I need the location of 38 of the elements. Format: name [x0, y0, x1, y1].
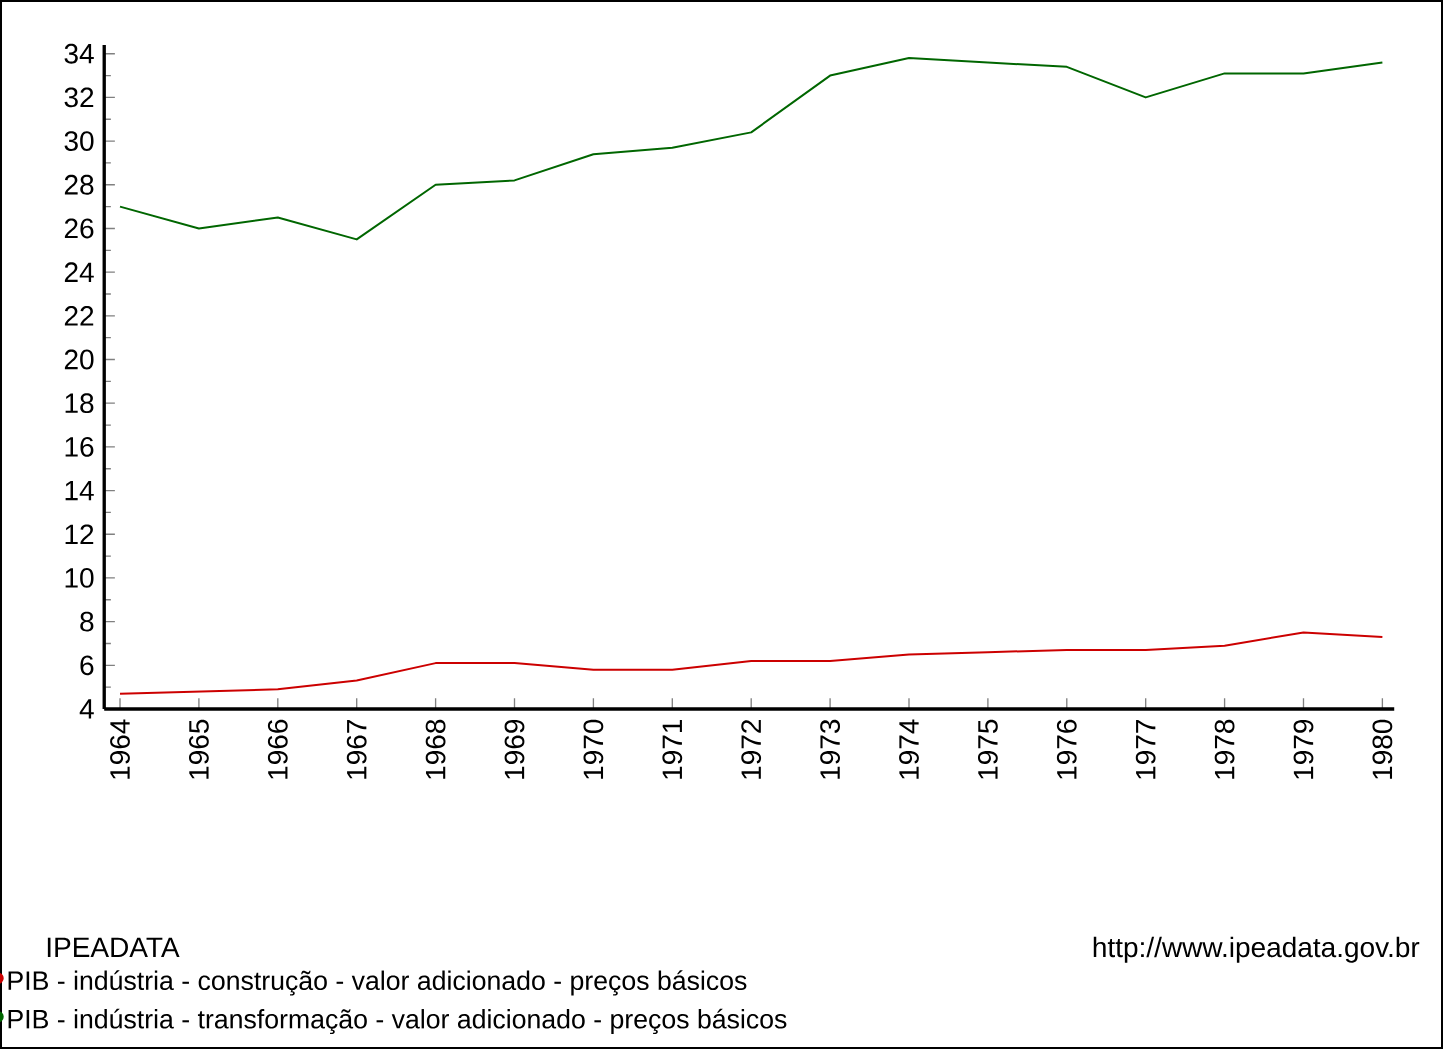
- x-tick-label: 1978: [1214, 719, 1235, 779]
- x-tick-label: 1966: [267, 719, 288, 779]
- y-tick-label: 6: [80, 655, 94, 676]
- y-tick-label: 16: [65, 436, 94, 457]
- y-tick-label: 8: [80, 611, 94, 632]
- x-tick-label: 1971: [662, 719, 683, 779]
- legend-label: PIB - indústria - transformação - valor adicionado - preços básicos: [8, 1008, 787, 1035]
- x-tick-label: 1979: [1293, 719, 1314, 779]
- y-tick-label: 12: [65, 524, 94, 545]
- text: http://www.ipeadata.gov.br: [1093, 936, 1420, 963]
- y-tick-label: 22: [64, 306, 94, 326]
- x-tick-label: 1970: [583, 719, 604, 779]
- y-tick-label: 30: [64, 131, 94, 152]
- x-tick-label: 1968: [425, 719, 446, 779]
- y-tick-label: 26: [64, 218, 94, 239]
- y-tick-label: 32: [64, 87, 94, 108]
- line-series: [119, 57, 1384, 241]
- x-tick-label: 1973: [820, 719, 841, 779]
- y-tick-label: 10: [65, 568, 94, 588]
- y-tick-label: 28: [64, 174, 94, 195]
- x-tick-label: 1980: [1372, 719, 1393, 779]
- x-tick-label: 1976: [1056, 719, 1077, 779]
- y-tick-label: 20: [64, 349, 94, 370]
- y-tick-label: 14: [65, 480, 94, 501]
- text: IPEADATA: [47, 937, 180, 957]
- y-tick-label: 34: [64, 43, 94, 64]
- x-tick-label: 1967: [346, 720, 367, 779]
- y-tick-label: 24: [64, 262, 94, 282]
- legend-label: PIB - indústria - construção - valor adicionado - preços básicos: [8, 970, 747, 996]
- x-tick-label: 1975: [977, 719, 998, 779]
- x-tick-label: 1977: [1135, 720, 1156, 779]
- x-tick-label: 1964: [110, 719, 130, 779]
- x-tick-label: 1972: [741, 720, 762, 779]
- y-tick-label: 4: [79, 699, 94, 719]
- y-tick-label: 18: [65, 393, 94, 414]
- x-tick-label: 1965: [188, 719, 209, 779]
- x-tick-label: 1969: [504, 719, 525, 779]
- x-tick-label: 1974: [899, 719, 919, 779]
